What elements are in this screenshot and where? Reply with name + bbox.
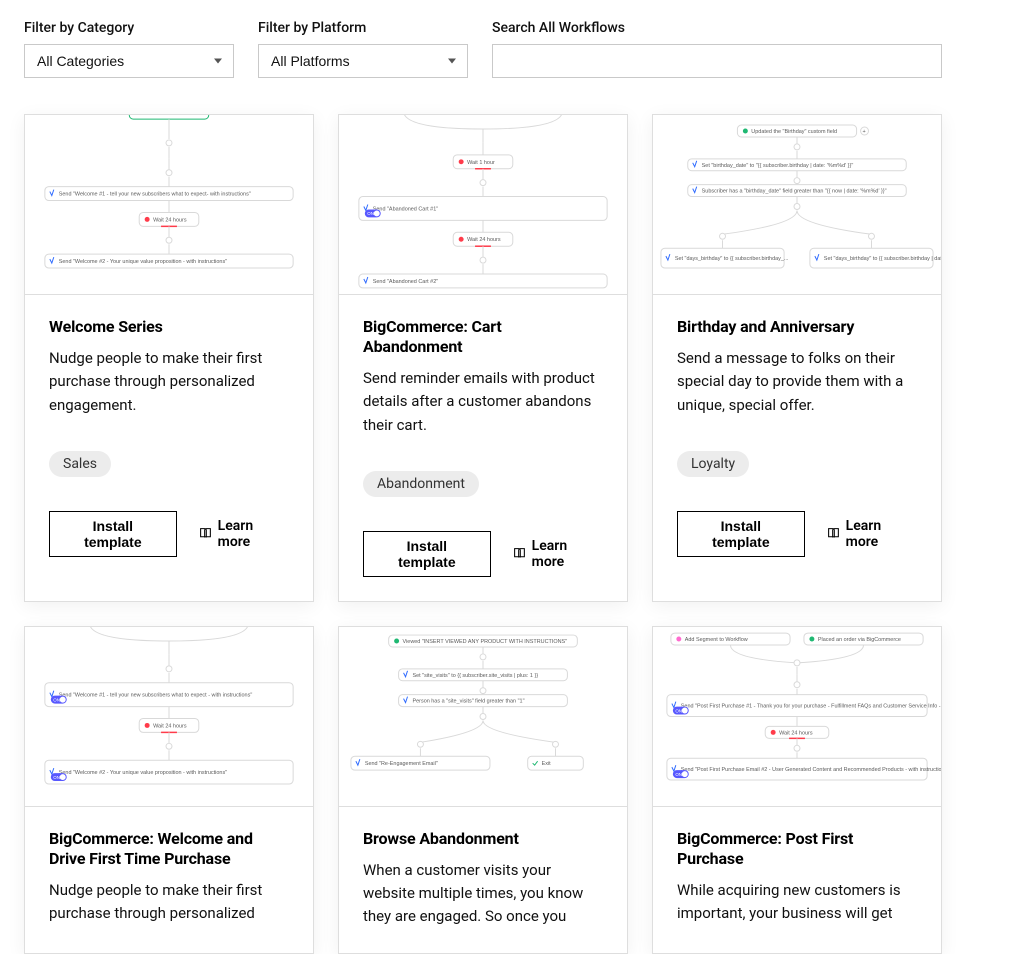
svg-text:Add Segment to Workflow: Add Segment to Workflow [685, 637, 748, 643]
card-body: Birthday and Anniversary Send a message … [653, 295, 941, 601]
svg-text:Wait 24 hours: Wait 24 hours [153, 723, 187, 729]
svg-text:Set "days_birthday" to {{ subs: Set "days_birthday" to {{ subscriber.bir… [824, 256, 941, 262]
svg-text:Wait 1 hour: Wait 1 hour [467, 160, 495, 166]
workflow-card: Viewed "INSERT VIEWED ANY PRODUCT WITH I… [338, 626, 628, 954]
filter-category-select[interactable]: All Categories [24, 44, 234, 78]
learn-more-link[interactable]: Learn more [827, 518, 917, 550]
install-template-button[interactable]: Install template [363, 531, 491, 577]
filter-platform-label: Filter by Platform [258, 20, 468, 36]
card-description: Send reminder emails with product detail… [363, 367, 603, 437]
workflow-card: Send "Welcome #1 - tell your new subscri… [24, 114, 314, 602]
filter-search-label: Search All Workflows [492, 20, 942, 36]
book-icon [199, 527, 212, 540]
install-template-button[interactable]: Install template [677, 511, 805, 557]
learn-more-link[interactable]: Learn more [199, 518, 289, 550]
workflow-card: Wait 1 hour Send "Abandoned Cart #1"ON Wai… [338, 114, 628, 602]
card-body: BigCommerce: Welcome and Drive First Tim… [25, 807, 313, 953]
tag: Sales [49, 451, 111, 477]
card-actions: Install template Learn more [49, 511, 289, 557]
workflow-card: Updated the "Birthday" custom field + Set … [652, 114, 942, 602]
card-thumbnail: Wait 1 hour Send "Abandoned Cart #1"ON Wai… [339, 115, 627, 295]
card-body: Browse Abandonment When a customer visit… [339, 807, 627, 953]
svg-text:Wait 24 hours: Wait 24 hours [153, 217, 187, 223]
workflow-grid: Send "Welcome #1 - tell your new subscri… [24, 114, 1004, 954]
filter-category: Filter by Category All Categories [24, 20, 234, 78]
filter-category-select-wrap: All Categories [24, 44, 234, 78]
card-tags: Loyalty [677, 451, 917, 477]
book-icon [827, 527, 840, 540]
card-title: BigCommerce: Cart Abandonment [363, 317, 603, 357]
card-tags: Abandonment [363, 471, 603, 497]
card-title: Welcome Series [49, 317, 289, 337]
card-thumbnail: Add Segment to Workflow Placed an order v… [653, 627, 941, 807]
learn-more-label: Learn more [218, 518, 289, 550]
learn-more-label: Learn more [846, 518, 917, 550]
svg-text:Wait 24 hours: Wait 24 hours [779, 730, 813, 736]
svg-text:Wait 24 hours: Wait 24 hours [467, 237, 501, 243]
svg-text:Send "Abandoned Cart #2": Send "Abandoned Cart #2" [373, 279, 438, 285]
card-title: Birthday and Anniversary [677, 317, 917, 337]
filter-platform-select[interactable]: All Platforms [258, 44, 468, 78]
svg-text:Viewed "INSERT VIEWED ANY PROD: Viewed "INSERT VIEWED ANY PRODUCT WITH I… [403, 639, 568, 645]
svg-text:Placed an order via BigCommerc: Placed an order via BigCommerce [818, 637, 901, 643]
svg-text:Send "Welcome #2 - Your unique: Send "Welcome #2 - Your unique value pro… [59, 259, 227, 265]
card-title: BigCommerce: Post First Purchase [677, 829, 917, 869]
filter-category-label: Filter by Category [24, 20, 234, 36]
svg-text:Exit: Exit [542, 761, 552, 767]
svg-text:+: + [863, 129, 866, 135]
workflow-card: Add Segment to Workflow Placed an order v… [652, 626, 942, 954]
book-icon [513, 547, 526, 560]
card-tags: Sales [49, 451, 289, 477]
svg-text:Set "days_birthday" to {{ subs: Set "days_birthday" to {{ subscriber.bir… [675, 256, 789, 262]
card-title: BigCommerce: Welcome and Drive First Tim… [49, 829, 289, 869]
card-body: Welcome Series Nudge people to make thei… [25, 295, 313, 601]
tag: Abandonment [363, 471, 479, 497]
svg-text:Send "Post First Purchase #1 -: Send "Post First Purchase #1 - Thank you… [681, 703, 941, 709]
card-title: Browse Abandonment [363, 829, 603, 849]
svg-text:Send "Abandoned Cart #1": Send "Abandoned Cart #1" [373, 206, 438, 212]
learn-more-link[interactable]: Learn more [513, 538, 603, 570]
filters-row: Filter by Category All Categories Filter… [24, 20, 1004, 78]
svg-text:Send "Post First Purchase Emai: Send "Post First Purchase Email #2 - Use… [681, 767, 941, 773]
svg-text:Send "Welcome #2 - Your unique: Send "Welcome #2 - Your unique value pro… [59, 770, 227, 776]
filter-search: Search All Workflows [492, 20, 942, 78]
card-description: While acquiring new customers is importa… [677, 879, 917, 926]
svg-text:Send "Welcome #1 - tell your n: Send "Welcome #1 - tell your new subscri… [59, 192, 251, 198]
svg-text:Set "site_visits" to {{ subscr: Set "site_visits" to {{ subscriber.site_… [412, 673, 538, 679]
filter-platform: Filter by Platform All Platforms [258, 20, 468, 78]
card-description: Nudge people to make their first purchas… [49, 879, 289, 926]
card-description: Nudge people to make their first purchas… [49, 347, 289, 417]
card-thumbnail: Viewed "INSERT VIEWED ANY PRODUCT WITH I… [339, 627, 627, 807]
svg-text:ON: ON [367, 211, 374, 216]
svg-text:Person has a "site_visits" fie: Person has a "site_visits" field greater… [412, 698, 524, 704]
card-actions: Install template Learn more [363, 531, 603, 577]
workflow-card: Send "Welcome #1 - tell your new subscri… [24, 626, 314, 954]
card-thumbnail: Updated the "Birthday" custom field + Set … [653, 115, 941, 295]
card-thumbnail: Send "Welcome #1 - tell your new subscri… [25, 627, 313, 807]
svg-text:ON: ON [675, 772, 682, 777]
svg-text:Updated the "Birthday" custom: Updated the "Birthday" custom field [751, 129, 837, 135]
card-description: When a customer visits your website mult… [363, 859, 603, 929]
card-thumbnail: Send "Welcome #1 - tell your new subscri… [25, 115, 313, 295]
tag: Loyalty [677, 451, 749, 477]
card-description: Send a message to folks on their special… [677, 347, 917, 417]
learn-more-label: Learn more [532, 538, 603, 570]
card-actions: Install template Learn more [677, 511, 917, 557]
svg-text:Subscriber has a "birthday_dat: Subscriber has a "birthday_date" field g… [702, 189, 887, 195]
svg-text:Send "Welcome #1 - tell your n: Send "Welcome #1 - tell your new subscri… [59, 692, 253, 698]
card-body: BigCommerce: Cart Abandonment Send remin… [339, 295, 627, 601]
svg-text:ON: ON [675, 708, 682, 713]
card-body: BigCommerce: Post First Purchase While a… [653, 807, 941, 953]
svg-text:Set "birthday_date" to "{{ sub: Set "birthday_date" to "{{ subscriber.bi… [702, 163, 854, 169]
install-template-button[interactable]: Install template [49, 511, 177, 557]
svg-text:Send "Re-Engagement Email": Send "Re-Engagement Email" [365, 761, 438, 767]
svg-text:ON: ON [53, 697, 60, 702]
search-input[interactable] [492, 44, 942, 78]
filter-platform-select-wrap: All Platforms [258, 44, 468, 78]
svg-text:ON: ON [53, 775, 60, 780]
